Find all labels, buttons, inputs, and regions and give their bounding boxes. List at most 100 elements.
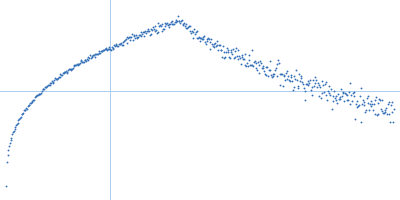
Point: [3, 184, 9, 187]
Point: [388, 103, 394, 107]
Point: [337, 98, 344, 101]
Point: [103, 47, 110, 50]
Point: [141, 34, 148, 37]
Point: [71, 63, 78, 66]
Point: [139, 32, 145, 36]
Point: [295, 87, 302, 90]
Point: [80, 60, 87, 64]
Point: [280, 85, 286, 88]
Point: [14, 121, 21, 124]
Point: [36, 92, 42, 95]
Point: [123, 35, 130, 39]
Point: [361, 103, 368, 107]
Point: [181, 21, 187, 25]
Point: [298, 77, 304, 80]
Point: [84, 58, 91, 61]
Point: [136, 33, 142, 36]
Point: [52, 77, 58, 80]
Point: [80, 60, 86, 64]
Point: [343, 93, 350, 96]
Point: [154, 31, 160, 35]
Point: [37, 92, 44, 95]
Point: [354, 105, 360, 109]
Point: [384, 102, 391, 105]
Point: [360, 98, 366, 101]
Point: [349, 99, 355, 103]
Point: [127, 39, 134, 42]
Point: [225, 49, 232, 52]
Point: [126, 35, 133, 39]
Point: [282, 78, 288, 81]
Point: [233, 47, 239, 50]
Point: [211, 45, 218, 48]
Point: [318, 96, 324, 100]
Point: [318, 79, 325, 82]
Point: [234, 48, 241, 51]
Point: [224, 50, 231, 54]
Point: [128, 36, 134, 39]
Point: [323, 94, 330, 97]
Point: [7, 141, 13, 144]
Point: [206, 47, 213, 50]
Point: [81, 59, 88, 62]
Point: [143, 32, 149, 35]
Point: [333, 94, 340, 97]
Point: [5, 148, 12, 151]
Point: [300, 82, 306, 85]
Point: [162, 22, 168, 25]
Point: [18, 113, 25, 116]
Point: [74, 63, 80, 66]
Point: [187, 30, 194, 33]
Point: [237, 56, 243, 60]
Point: [31, 98, 37, 101]
Point: [268, 74, 274, 77]
Point: [42, 86, 49, 89]
Point: [162, 25, 168, 28]
Point: [350, 94, 357, 98]
Point: [89, 54, 96, 58]
Point: [214, 40, 220, 43]
Point: [200, 37, 207, 40]
Point: [189, 29, 195, 32]
Point: [184, 26, 190, 29]
Point: [78, 60, 85, 63]
Point: [357, 86, 364, 89]
Point: [51, 79, 58, 82]
Point: [151, 29, 158, 32]
Point: [140, 30, 147, 34]
Point: [65, 68, 72, 71]
Point: [340, 91, 347, 94]
Point: [102, 47, 109, 50]
Point: [61, 72, 68, 75]
Point: [229, 52, 236, 56]
Point: [59, 73, 65, 76]
Point: [69, 67, 75, 70]
Point: [250, 65, 256, 68]
Point: [324, 98, 330, 101]
Point: [197, 36, 204, 39]
Point: [96, 52, 102, 55]
Point: [52, 78, 59, 81]
Point: [150, 27, 157, 30]
Point: [245, 64, 251, 67]
Point: [9, 133, 16, 136]
Point: [273, 63, 280, 66]
Point: [390, 120, 396, 123]
Point: [53, 78, 60, 81]
Point: [176, 20, 182, 23]
Point: [224, 47, 230, 50]
Point: [301, 98, 308, 101]
Point: [391, 108, 397, 111]
Point: [336, 97, 342, 100]
Point: [75, 63, 82, 66]
Point: [243, 65, 250, 68]
Point: [188, 31, 194, 34]
Point: [66, 67, 72, 71]
Point: [222, 55, 228, 59]
Point: [374, 102, 381, 105]
Point: [46, 83, 52, 87]
Point: [296, 73, 302, 76]
Point: [383, 106, 390, 110]
Point: [283, 71, 289, 74]
Point: [271, 73, 278, 76]
